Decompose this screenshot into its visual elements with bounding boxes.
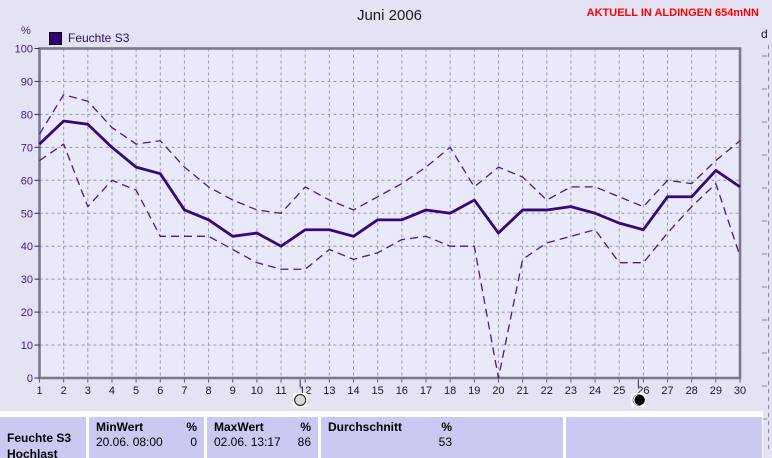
- y-axis-unit-label: %: [21, 25, 31, 37]
- y-tick-label: 80: [21, 109, 33, 121]
- x-tick-label: 4: [109, 385, 115, 397]
- legend-series-label: Feuchte S3: [68, 31, 130, 45]
- x-tick-label: 29: [710, 385, 722, 397]
- x-tick-label: 11: [275, 385, 286, 397]
- new-moon-icon: [631, 393, 646, 407]
- series-feuchte-s3: [38, 119, 741, 248]
- y-tick-label: 0: [27, 373, 33, 385]
- x-tick-label: 18: [444, 385, 456, 397]
- x-tick-label: 5: [133, 385, 139, 397]
- chart-title: Juni 2006: [356, 7, 423, 24]
- y-tick-label: 10: [21, 340, 33, 352]
- full-moon-icon: [293, 393, 308, 407]
- y-tick-label: 40: [21, 241, 33, 253]
- maxwert-cell: MaxWert % 02.06. 13:17 86: [207, 417, 318, 458]
- y-tick-label: 90: [21, 76, 33, 88]
- durchschnitt-cell: Durchschnitt % 53: [321, 417, 563, 458]
- sensor-name: Feuchte S3: [7, 431, 72, 445]
- x-tick-label: 1: [36, 385, 42, 397]
- x-tick-label: 3: [85, 385, 91, 397]
- x-tick-label: 14: [347, 385, 359, 397]
- x-tick-label: 28: [686, 385, 698, 397]
- x-tick-label: 8: [206, 385, 212, 397]
- minwert-timestamp: 20.06. 08:00: [96, 435, 163, 449]
- x-tick-label: 13: [323, 385, 335, 397]
- minwert-unit: %: [186, 420, 197, 434]
- x-tick-label: 6: [157, 385, 163, 397]
- x-tick-label: 23: [565, 385, 577, 397]
- x-tick-label: 19: [468, 385, 480, 397]
- durchschnitt-label: Durchschnitt: [328, 420, 403, 434]
- durchschnitt-value: 53: [438, 435, 452, 449]
- durchschnitt-unit: %: [441, 420, 452, 434]
- y-tick-label: 20: [21, 307, 33, 319]
- y-tick-label: 50: [21, 208, 33, 220]
- minwert-cell: MinWert % 20.06. 08:00 0: [89, 417, 204, 458]
- minwert-value: 0: [190, 435, 197, 449]
- maxwert-label: MaxWert: [214, 420, 264, 434]
- maxwert-value: 86: [297, 435, 311, 449]
- y-axis-labels: 0 10 20 30 40 50 60 70 80 90 100: [15, 44, 40, 385]
- legend-swatch-icon: [49, 31, 62, 45]
- series-minwert: [39, 143, 741, 379]
- y-tick-label: 100: [15, 44, 33, 56]
- empty-cell: [566, 417, 762, 458]
- x-tick-label: 21: [516, 385, 528, 397]
- y-tick-label: 30: [21, 274, 33, 286]
- x-tick-label: 15: [372, 385, 384, 397]
- series-maxwert: [38, 93, 741, 214]
- adjacent-panel-label: d: [761, 27, 768, 41]
- x-tick-label: 20: [492, 385, 504, 397]
- y-tick-label: 70: [21, 142, 33, 154]
- legend: Feuchte S3: [49, 31, 129, 45]
- x-tick-label: 30: [734, 385, 746, 397]
- sensor-subname: Hochlast: [7, 447, 58, 458]
- y-tick-label: 60: [21, 175, 33, 187]
- sensor-cell: Feuchte S3 Hochlast: [0, 417, 86, 458]
- x-axis-labels: 1 2 3 4 5 6 7 8 9 10 11 12 13 14 15 16 17 18 19 20 21 22 23 24 2…: [36, 379, 746, 397]
- x-tick-label: 22: [541, 385, 553, 397]
- x-tick-label: 17: [420, 385, 432, 397]
- x-tick-label: 7: [181, 385, 187, 397]
- station-alert-label: AKTUELL IN ALDINGEN 654mNN: [586, 7, 759, 19]
- adjacent-panel-axis: [762, 45, 769, 452]
- gridlines: [39, 48, 740, 378]
- x-tick-label: 25: [613, 385, 625, 397]
- maxwert-unit: %: [300, 420, 311, 434]
- minwert-label: MinWert: [96, 420, 144, 434]
- x-tick-label: 24: [589, 385, 601, 397]
- maxwert-timestamp: 02.06. 13:17: [214, 435, 281, 449]
- x-tick-label: 10: [251, 385, 263, 397]
- x-tick-label: 16: [396, 385, 408, 397]
- x-tick-label: 2: [61, 385, 67, 397]
- x-tick-label: 27: [661, 385, 673, 397]
- x-tick-label: 9: [230, 385, 236, 397]
